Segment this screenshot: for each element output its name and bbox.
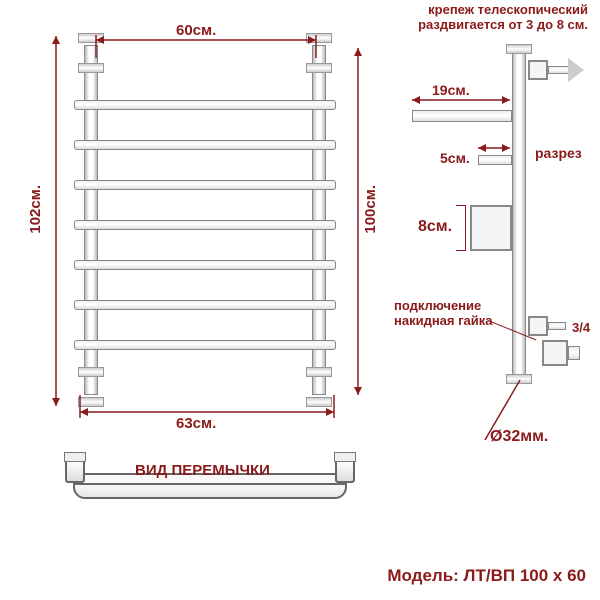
mid-block — [470, 205, 512, 251]
rung — [74, 220, 336, 230]
mount-stem — [548, 322, 566, 330]
post-cap — [306, 397, 332, 407]
post-cap — [78, 33, 104, 43]
dim-height-left: 102см. — [27, 185, 44, 234]
mount-stem — [548, 66, 570, 74]
stub-5 — [478, 155, 512, 165]
side-cap — [506, 44, 532, 54]
stub-19 — [412, 110, 512, 122]
rung — [74, 340, 336, 350]
dim-top-width: 60см. — [176, 22, 216, 39]
bracket-8cm — [456, 205, 466, 251]
mount-block — [528, 316, 548, 336]
mount-cone — [568, 58, 584, 82]
top-note-1: крепеж телескопический — [428, 2, 588, 17]
top-note-2: раздвигается от 3 до 8 см. — [418, 17, 588, 32]
dim-8: 8см. — [418, 218, 452, 236]
post-collar — [78, 63, 104, 73]
dim-height-right: 100см. — [362, 185, 379, 234]
conn-2: накидная гайка — [394, 313, 492, 328]
detail-nut — [334, 452, 356, 462]
post-cap — [306, 33, 332, 43]
post-collar — [78, 367, 104, 377]
detail-end — [335, 459, 355, 483]
post-collar — [306, 367, 332, 377]
rung — [74, 300, 336, 310]
rung — [74, 260, 336, 270]
dim-bottom-width: 63см. — [176, 415, 216, 432]
diameter-label: Ø32мм. — [490, 428, 548, 446]
rung — [74, 100, 336, 110]
detail-title: ВИД ПЕРЕМЫЧКИ — [135, 462, 270, 479]
detail-end — [65, 459, 85, 483]
conn-nut — [542, 340, 568, 366]
thread-label: 3/4 — [572, 320, 590, 335]
rung — [74, 180, 336, 190]
model-label: Модель: ЛТ/ВП 100 х 60 — [387, 566, 586, 586]
detail-body — [73, 479, 347, 499]
conn-1: подключение — [394, 298, 481, 313]
post-collar — [306, 63, 332, 73]
section-label: разрез — [535, 145, 582, 161]
dim-19: 19см. — [432, 82, 470, 98]
detail-nut — [64, 452, 86, 462]
side-cap — [506, 374, 532, 384]
post-cap — [78, 397, 104, 407]
rung — [74, 140, 336, 150]
front-view — [70, 45, 340, 395]
dim-5: 5см. — [440, 150, 470, 166]
mount-block — [528, 60, 548, 80]
conn-thread — [568, 346, 580, 360]
